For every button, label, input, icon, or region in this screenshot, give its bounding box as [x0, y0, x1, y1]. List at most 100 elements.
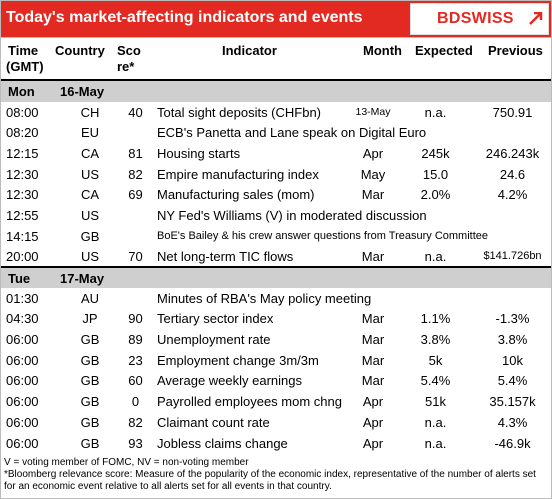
table-row: 12:15 CA 81 Housing starts Apr 245k 246.243k [0, 143, 552, 164]
cell-month: Apr [362, 435, 384, 451]
cell-country: JP [82, 311, 98, 327]
cell-country: CA [80, 145, 100, 161]
day-name: Tue [0, 266, 60, 288]
cell-time: 20:00 [6, 248, 39, 264]
cell-country: AU [80, 290, 100, 306]
col-score-sub: re* [117, 59, 135, 74]
cell-month: Mar [361, 311, 385, 327]
cell-score: 93 [128, 435, 143, 451]
col-time-sub: (GMT) [6, 59, 44, 74]
cell-score: 60 [128, 373, 143, 389]
cell-expected: 1.1% [420, 311, 451, 327]
table-row: 06:00 GB 82 Claimant count rate Apr n.a. 4.3% [0, 412, 552, 433]
cell-country: US [80, 207, 100, 223]
footnote-voting: V = voting member of FOMC, NV = non-voti… [4, 457, 249, 468]
cell-indicator: Tertiary sector index [157, 311, 274, 327]
table-row: 12:55 US NY Fed's Williams (V) in moderate… [0, 205, 552, 226]
cell-country: GB [80, 414, 100, 430]
cell-time: 12:55 [6, 207, 39, 223]
cell-time: 12:15 [6, 145, 39, 161]
cell-score [120, 288, 151, 309]
cell-expected: n.a. [424, 104, 447, 120]
cell-indicator: Average weekly earnings [157, 373, 303, 389]
cell-previous: $141.726bn [483, 250, 542, 263]
cell-score [120, 122, 151, 143]
cell-month: Apr [362, 394, 384, 410]
col-month: Month [363, 43, 402, 58]
col-indicator: Indicator [222, 43, 277, 58]
cell-indicator: Manufacturing sales (mom) [157, 187, 315, 203]
cell-country: EU [80, 125, 100, 141]
cell-previous: 246.243k [485, 145, 540, 161]
cell-time: 14:15 [6, 228, 39, 244]
logo-text: BDSWISS [437, 10, 514, 27]
col-score: Sco [117, 43, 141, 58]
cell-score: 0 [131, 394, 140, 410]
cell-expected: 5.4% [420, 373, 451, 389]
day-header-row: Mon 16-May [0, 81, 552, 102]
cell-score: 81 [128, 145, 143, 161]
cell-score [120, 205, 151, 226]
table-row: 12:30 US 82 Empire manufacturing index May 15… [0, 164, 552, 185]
cell-expected: 3.8% [420, 332, 451, 348]
cell-time: 06:00 [6, 352, 39, 368]
day-date: 17-May [60, 266, 552, 288]
cell-time: 06:00 [6, 332, 39, 348]
cell-country: US [80, 248, 100, 264]
cell-time: 06:00 [6, 414, 39, 430]
cell-indicator: Net long-term TIC flows [157, 248, 294, 264]
cell-score: 89 [128, 332, 143, 348]
column-header-row: Time (GMT) Country Sco re* Indicator Mon… [0, 38, 552, 81]
table-row: 12:30 CA 69 Manufacturing sales (mom) Mar 2.0… [0, 184, 552, 205]
indicators-table: Mon 16-May 08:00 CH 40 Total sight deposits (… [0, 81, 552, 453]
table-row: 08:00 CH 40 Total sight deposits (CHFbn) 13-… [0, 102, 552, 123]
cell-score: 90 [128, 311, 143, 327]
cell-expected: 51k [425, 394, 446, 410]
table-row: 14:15 GB BoE's Bailey & his crew answer qu… [0, 226, 552, 247]
table-row: 06:00 GB 60 Average weekly earnings Mar 5.4% 5… [0, 371, 552, 392]
cell-indicator: Claimant count rate [157, 414, 270, 430]
cell-expected: n.a. [424, 248, 447, 264]
cell-month: Mar [361, 373, 385, 389]
col-country: Country [55, 43, 105, 58]
cell-expected: 15.0 [422, 166, 449, 182]
cell-month: Mar [361, 187, 385, 203]
cell-indicator: ECB's Panetta and Lane speak on Digital … [157, 125, 427, 141]
cell-previous: -1.3% [495, 311, 530, 327]
table-row: 04:30 JP 90 Tertiary sector index Mar 1.1% -1.… [0, 309, 552, 330]
table-row: 08:20 EU ECB's Panetta and Lane speak on D… [0, 122, 552, 143]
cell-score: 23 [128, 352, 143, 368]
cell-month: Mar [361, 248, 385, 264]
cell-score [120, 226, 151, 247]
cell-score: 82 [128, 166, 143, 182]
cell-indicator: Unemployment rate [157, 332, 271, 348]
cell-time: 08:00 [6, 104, 39, 120]
cell-time: 06:00 [6, 435, 39, 451]
cell-indicator: Empire manufacturing index [157, 166, 319, 182]
cell-indicator: Jobless claims change [157, 435, 288, 451]
cell-country: GB [80, 352, 100, 368]
cell-time: 01:30 [6, 290, 39, 306]
cell-previous: 10k [502, 352, 523, 368]
cell-indicator: Total sight deposits (CHFbn) [157, 104, 322, 120]
footnotes: V = voting member of FOMC, NV = non-voti… [4, 457, 548, 493]
cell-country: US [80, 166, 100, 182]
day-date: 16-May [60, 81, 552, 102]
cell-country: GB [80, 228, 100, 244]
cell-indicator: Minutes of RBA's May policy meeting [157, 290, 372, 306]
cell-time: 04:30 [6, 311, 39, 327]
cell-time: 12:30 [6, 187, 39, 203]
cell-time: 08:20 [6, 125, 39, 141]
day-name: Mon [0, 81, 60, 102]
cell-previous: 3.8% [497, 332, 528, 348]
cell-previous: 4.2% [497, 187, 528, 203]
cell-expected: 245k [421, 145, 450, 161]
cell-country: CA [80, 187, 100, 203]
cell-indicator: NY Fed's Williams (V) in moderated discu… [157, 207, 427, 223]
title-banner: Today's market-affecting indicators and … [0, 0, 552, 38]
col-previous: Previous [488, 43, 543, 58]
cell-month: Apr [362, 414, 384, 430]
cell-month: May [360, 166, 386, 182]
page-title: Today's market-affecting indicators and … [6, 9, 363, 26]
cell-expected: n.a. [424, 435, 447, 451]
